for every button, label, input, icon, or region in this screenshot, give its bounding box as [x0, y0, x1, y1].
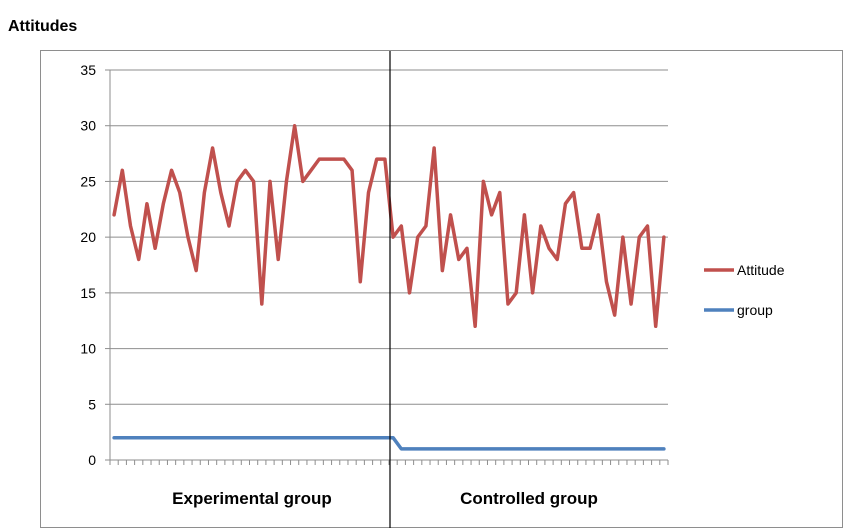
y-tick-label: 0: [88, 452, 96, 468]
series-line-group: [112, 435, 666, 451]
chart-title: Attitudes: [8, 18, 78, 35]
legend-label-group: group: [737, 302, 773, 318]
legend: Attitude group: [704, 262, 785, 318]
x-axis: [109, 459, 669, 465]
series-line-attitude: [112, 123, 666, 329]
series-lines: [112, 123, 666, 451]
group-labels: Experimental group Controlled group: [172, 489, 598, 508]
y-tick-label: 15: [80, 285, 96, 301]
y-tick-label: 5: [88, 396, 96, 412]
group-label: Controlled group: [460, 489, 598, 508]
y-axis-ticks: 0 5 10 15 20 25 30 35: [80, 62, 111, 468]
y-tick-label: 10: [80, 341, 96, 357]
gridlines: [110, 69, 668, 405]
legend-label-attitude: Attitude: [737, 262, 785, 278]
group-label: Experimental group: [172, 489, 332, 508]
y-tick-label: 35: [80, 62, 96, 78]
y-tick-label: 20: [80, 229, 96, 245]
y-tick-label: 25: [80, 173, 96, 189]
y-tick-label: 30: [80, 118, 96, 134]
